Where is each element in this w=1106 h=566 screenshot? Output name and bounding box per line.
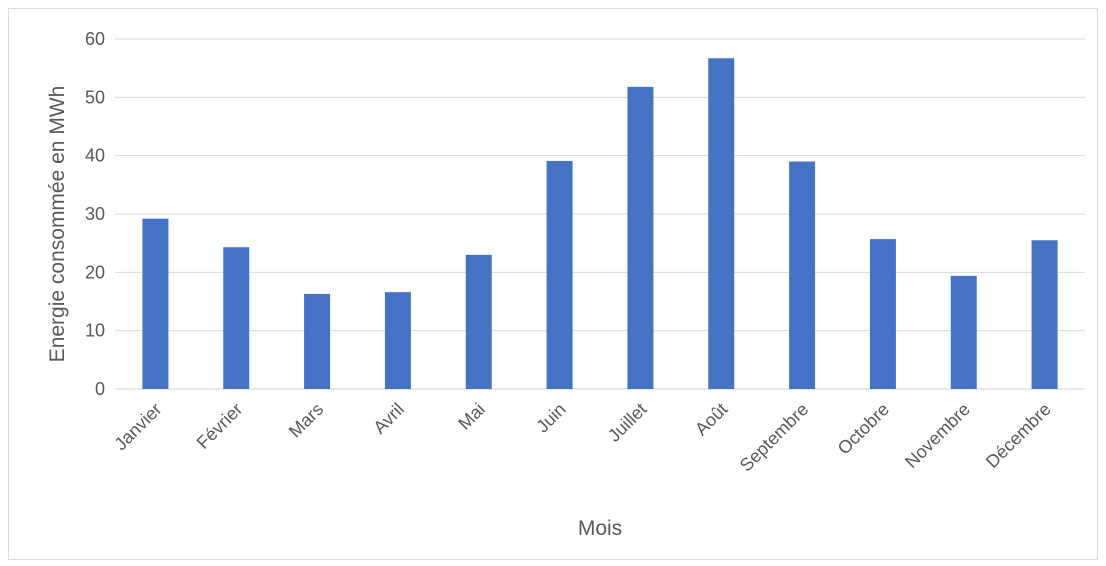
gridlines [115,38,1085,390]
y-tick-label: 50 [85,87,105,107]
bar-2 [304,293,331,389]
bar-11 [1031,240,1058,389]
x-axis-title: Mois [578,517,622,540]
bars [142,58,1058,389]
bar-1 [223,247,250,389]
x-tick-label: Décembre [982,399,1055,472]
x-tick-label: Juin [532,399,569,436]
y-tick-label: 20 [85,262,105,282]
bar-8 [789,161,816,389]
x-tick-label: Février [193,399,247,453]
x-tick-label: Juillet [604,399,651,446]
x-tick-label: Avril [369,399,408,438]
y-tick-label: 60 [85,29,105,49]
bar-10 [950,275,977,389]
y-tick-label: 30 [85,204,105,224]
y-tick-label: 40 [85,146,105,166]
bar-5 [546,160,573,389]
y-axis-title: Energie consommée en MWh [46,86,69,363]
bar-6 [627,86,654,389]
y-tick-label: 10 [85,321,105,341]
bar-4 [465,254,492,389]
bar-3 [384,292,411,389]
y-tick-label: 0 [95,379,105,399]
x-tick-label: Août [691,399,731,439]
x-tick-label: Novembre [901,399,974,472]
x-tick-label: Mars [285,399,327,441]
y-tick-labels: 0 10 20 30 40 50 60 [85,29,105,399]
bar-9 [869,239,896,389]
x-tick-label: Septembre [736,399,812,475]
x-tick-labels: Janvier Février Mars Avril Mai Juin Juillet Aoû… [110,399,1054,475]
x-tick-label: Octobre [834,399,893,458]
bar-7 [708,58,735,389]
x-tick-label: Janvier [110,399,165,454]
x-tick-label: Mai [454,399,489,434]
bar-0 [142,218,169,389]
